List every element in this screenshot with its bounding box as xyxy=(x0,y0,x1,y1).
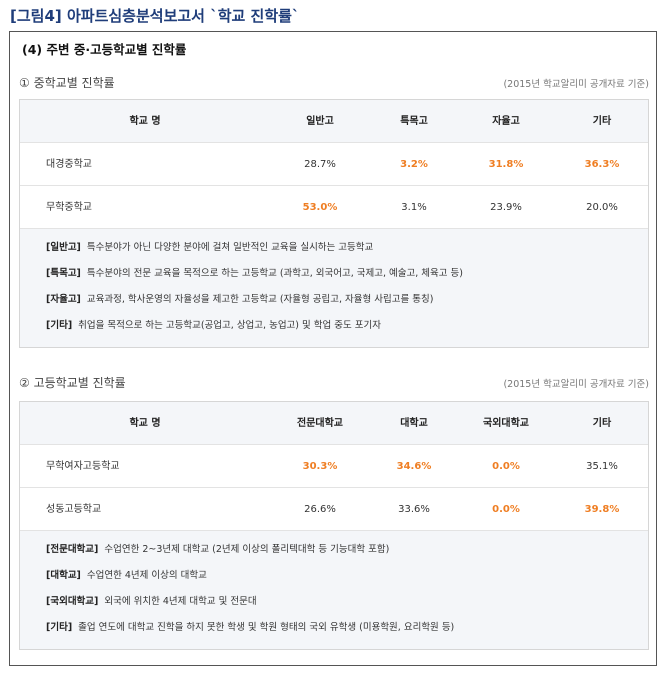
rate-cell: 23.9% xyxy=(490,202,522,213)
rate-cell: 28.7% xyxy=(304,159,336,170)
column-header: 국외대학교 xyxy=(483,418,529,429)
column-header-school-name: 학교 명 xyxy=(129,116,161,127)
legend-term: [자율고] xyxy=(46,294,81,305)
rate-cell: 31.8% xyxy=(488,159,524,170)
rate-cell: 3.2% xyxy=(400,159,428,170)
legend-item: [기타] 졸업 연도에 대학교 진학을 하지 못한 학생 및 학원 형태의 국외 … xyxy=(46,615,648,641)
legend-item: [기타] 취업을 목적으로 하는 고등학교(공업고, 상업고, 농업고) 및 학업… xyxy=(46,313,648,339)
rate-cell: 35.1% xyxy=(586,461,618,472)
source-note: (2015년 학교알리미 공개자료 기준) xyxy=(503,79,649,90)
school-name: 무학중학교 xyxy=(46,202,92,213)
rate-cell: 20.0% xyxy=(586,202,618,213)
legend-item: [자율고] 교육과정, 학사운영의 자율성을 제고한 고등학교 (자율형 공립고,… xyxy=(46,287,648,313)
legend-item: [일반고] 특수분야가 아닌 다양한 분야에 걸쳐 일반적인 교육을 실시하는 고… xyxy=(46,235,648,261)
legend-box: [일반고] 특수분야가 아닌 다양한 분야에 걸쳐 일반적인 교육을 실시하는 고… xyxy=(20,229,648,347)
school-name: 성동고등학교 xyxy=(46,504,102,515)
source-note: (2015년 학교알리미 공개자료 기준) xyxy=(503,379,649,390)
legend-desc: 취업을 목적으로 하는 고등학교(공업고, 상업고, 농업고) 및 학업 중도 … xyxy=(78,320,382,331)
rate-cell: 0.0% xyxy=(492,504,520,515)
main-title: (4) 주변 중·고등학교별 진학률 xyxy=(22,42,187,57)
section-title: ② 고등학교별 진학률 xyxy=(19,376,126,390)
table-header-row: 학교 명 전문대학교 대학교 국외대학교 기타 xyxy=(20,402,648,445)
legend-term: [국외대학교] xyxy=(46,596,99,607)
high-school-table: 학교 명 전문대학교 대학교 국외대학교 기타 무학여자고등학교 30.3% 3… xyxy=(19,401,649,650)
table-header-row: 학교 명 일반고 특목고 자율고 기타 xyxy=(20,100,648,143)
legend-desc: 수업연한 4년제 이상의 대학교 xyxy=(86,570,207,581)
rate-cell: 39.8% xyxy=(584,504,620,515)
rate-cell: 3.1% xyxy=(401,202,427,213)
report-frame: (4) 주변 중·고등학교별 진학률 ① 중학교별 진학률 (2015년 학교알… xyxy=(9,31,657,666)
column-header: 전문대학교 xyxy=(297,418,343,429)
table-row: 무학중학교 53.0% 3.1% 23.9% 20.0% xyxy=(20,186,648,229)
section-title: ① 중학교별 진학률 xyxy=(19,76,115,90)
legend-term: [기타] xyxy=(46,320,73,331)
legend-desc: 수업연한 2~3년제 대학교 (2년제 이상의 폴리텍대학 등 기능대학 포함) xyxy=(104,544,390,555)
section-middle-school-header: ① 중학교별 진학률 (2015년 학교알리미 공개자료 기준) xyxy=(19,74,649,92)
column-header: 기타 xyxy=(592,418,612,429)
column-header: 기타 xyxy=(592,116,612,127)
legend-item: [국외대학교] 외국에 위치한 4년제 대학교 및 전문대 xyxy=(46,589,648,615)
legend-item: [특목고] 특수분야의 전문 교육을 목적으로 하는 고등학교 (과학고, 외국어… xyxy=(46,261,648,287)
rate-cell: 33.6% xyxy=(398,504,430,515)
table-row: 무학여자고등학교 30.3% 34.6% 0.0% 35.1% xyxy=(20,445,648,488)
table-row: 성동고등학교 26.6% 33.6% 0.0% 39.8% xyxy=(20,488,648,531)
rate-cell: 34.6% xyxy=(396,461,432,472)
column-header-school-name: 학교 명 xyxy=(129,418,161,429)
school-name: 대경중학교 xyxy=(46,159,92,170)
rate-cell: 26.6% xyxy=(304,504,336,515)
rate-cell: 36.3% xyxy=(584,159,620,170)
middle-school-table: 학교 명 일반고 특목고 자율고 기타 대경중학교 28.7% 3.2% 31.… xyxy=(19,99,649,348)
figure-title: [그림4] 아파트심층분석보고서 `학교 진학률` xyxy=(10,7,300,25)
column-header: 일반고 xyxy=(306,116,334,127)
legend-term: [대학교] xyxy=(46,570,81,581)
section-high-school-header: ② 고등학교별 진학률 (2015년 학교알리미 공개자료 기준) xyxy=(19,374,649,392)
legend-term: [기타] xyxy=(46,622,73,633)
legend-item: [전문대학교] 수업연한 2~3년제 대학교 (2년제 이상의 폴리텍대학 등 기… xyxy=(46,537,648,563)
legend-desc: 교육과정, 학사운영의 자율성을 제고한 고등학교 (자율형 공립고, 자율형 … xyxy=(86,294,434,305)
legend-desc: 외국에 위치한 4년제 대학교 및 전문대 xyxy=(104,596,257,607)
column-header: 특목고 xyxy=(400,116,428,127)
legend-desc: 특수분야의 전문 교육을 목적으로 하는 고등학교 (과학고, 외국어고, 국제… xyxy=(86,268,463,279)
rate-cell: 0.0% xyxy=(492,461,520,472)
rate-cell: 53.0% xyxy=(302,202,338,213)
school-name: 무학여자고등학교 xyxy=(46,461,120,472)
legend-box: [전문대학교] 수업연한 2~3년제 대학교 (2년제 이상의 폴리텍대학 등 기… xyxy=(20,531,648,649)
legend-desc: 졸업 연도에 대학교 진학을 하지 못한 학생 및 학원 형태의 국외 유학생 … xyxy=(78,622,455,633)
column-header: 대학교 xyxy=(400,418,428,429)
table-row: 대경중학교 28.7% 3.2% 31.8% 36.3% xyxy=(20,143,648,186)
rate-cell: 30.3% xyxy=(302,461,338,472)
legend-term: [전문대학교] xyxy=(46,544,99,555)
column-header: 자율고 xyxy=(492,116,520,127)
legend-desc: 특수분야가 아닌 다양한 분야에 걸쳐 일반적인 교육을 실시하는 고등학교 xyxy=(86,242,374,253)
legend-item: [대학교] 수업연한 4년제 이상의 대학교 xyxy=(46,563,648,589)
legend-term: [특목고] xyxy=(46,268,81,279)
legend-term: [일반고] xyxy=(46,242,81,253)
